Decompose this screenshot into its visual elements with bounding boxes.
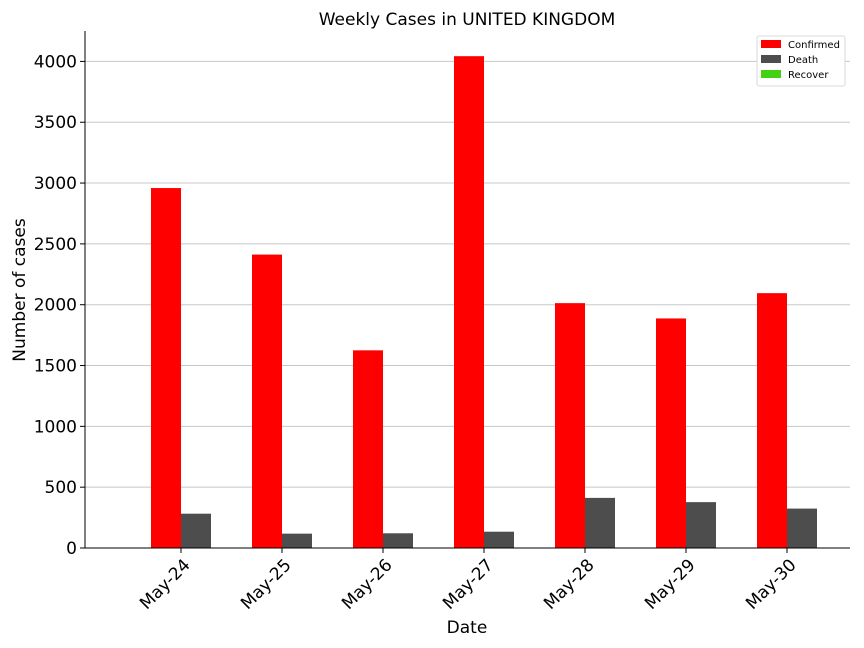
bar-death-may-30 [787, 508, 817, 548]
x-tick-label: May-29 [641, 555, 699, 613]
y-tick-label: 500 [45, 478, 77, 498]
x-tick-label: May-27 [439, 555, 497, 613]
axes [84, 31, 850, 549]
legend-label-death: Death [788, 55, 818, 66]
bar-death-may-26 [383, 533, 413, 548]
bar-death-may-24 [181, 513, 211, 548]
legend-label-confirmed: Confirmed [788, 40, 840, 51]
bar-confirmed-may-29 [656, 318, 686, 548]
bar-death-may-29 [686, 502, 716, 548]
y-tick-label: 4000 [34, 52, 77, 72]
x-tick-label: May-28 [540, 555, 598, 613]
bar-death-may-25 [282, 533, 312, 548]
y-tick-label: 3000 [34, 174, 77, 194]
bar-confirmed-may-25 [252, 254, 282, 549]
bar-confirmed-may-24 [151, 188, 181, 548]
y-tick-label: 1000 [34, 417, 77, 437]
legend: Confirmed Death Recover [756, 35, 846, 87]
bar-confirmed-may-28 [555, 303, 585, 548]
legend-swatch-recover [761, 70, 781, 78]
legend-swatch-confirmed [761, 40, 781, 48]
y-tick-label: 1500 [34, 357, 77, 377]
bar-death-may-28 [585, 497, 615, 548]
y-tick-label: 0 [66, 539, 77, 559]
y-ticks: 0 500 1000 1500 2000 2500 3000 3500 4000 [34, 52, 85, 559]
legend-swatch-death [761, 55, 781, 63]
x-ticks: May-24 May-25 May-26 May-27 May-28 May-29 May-… [136, 548, 801, 614]
x-tick-label: May-25 [237, 555, 295, 613]
bar-confirmed-may-26 [353, 350, 383, 548]
y-tick-label: 2500 [34, 235, 77, 255]
y-axis-label: Number of cases [10, 218, 30, 362]
x-tick-label: May-30 [742, 555, 800, 613]
bar-confirmed-may-27 [454, 56, 484, 549]
y-tick-label: 3500 [34, 113, 77, 133]
y-tick-label: 2000 [34, 296, 77, 316]
bar-death-may-27 [484, 531, 514, 548]
x-tick-label: May-24 [136, 555, 194, 613]
legend-label-recover: Recover [788, 70, 829, 81]
x-axis-label: Date [447, 618, 488, 638]
chart-title: Weekly Cases in UNITED KINGDOM [319, 10, 616, 30]
bar-confirmed-may-30 [757, 293, 787, 548]
bars [151, 56, 817, 549]
x-tick-label: May-26 [338, 555, 396, 613]
